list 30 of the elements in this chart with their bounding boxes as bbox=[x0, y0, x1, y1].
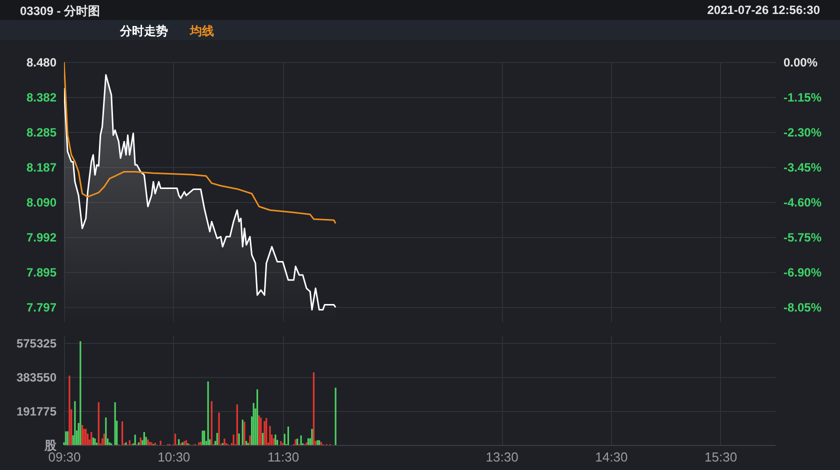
x-tick-label: 10:30 bbox=[158, 450, 190, 464]
x-tick-label: 11:30 bbox=[267, 450, 300, 464]
y-tick-label: 191775 bbox=[16, 404, 57, 418]
y-tick-label: 8.382 bbox=[26, 90, 57, 105]
x-tick-label: 14:30 bbox=[595, 450, 628, 464]
y2-tick-label: -8.05% bbox=[784, 300, 822, 314]
y2-tick-label: -6.90% bbox=[784, 265, 822, 280]
y-tick-label: 8.090 bbox=[26, 195, 57, 210]
y-tick-label: 8.187 bbox=[26, 160, 57, 175]
y-tick-label: 575325 bbox=[16, 336, 57, 350]
y2-tick-label: 0.00% bbox=[784, 56, 818, 70]
y2-tick-label: -4.60% bbox=[784, 195, 822, 210]
chart-title: 03309 - 分时图 bbox=[20, 3, 100, 20]
line-series bbox=[64, 62, 336, 224]
text: 均线 bbox=[190, 23, 214, 40]
y-tick-label: 7.992 bbox=[26, 230, 57, 245]
x-tick-label: 15:30 bbox=[704, 450, 738, 464]
y-tick-label: 383550 bbox=[16, 370, 57, 384]
y2-tick-label: -5.75% bbox=[784, 230, 822, 244]
y-tick-label: 7.797 bbox=[26, 300, 57, 314]
x-tick-label: 13:30 bbox=[486, 450, 518, 464]
y2-tick-label: -1.15% bbox=[784, 90, 822, 104]
y-tick-label: 股 bbox=[44, 438, 58, 452]
y-tick-label: 8.285 bbox=[26, 125, 57, 140]
y-tick-label: 8.480 bbox=[26, 56, 57, 70]
y-tick-label: 7.895 bbox=[26, 265, 57, 280]
text: 分时走势 bbox=[120, 23, 168, 40]
y2-tick-label: -2.30% bbox=[784, 125, 822, 140]
y2-tick-label: -3.45% bbox=[784, 160, 822, 174]
text: 2021-07-26 12:56:30 bbox=[707, 3, 820, 17]
